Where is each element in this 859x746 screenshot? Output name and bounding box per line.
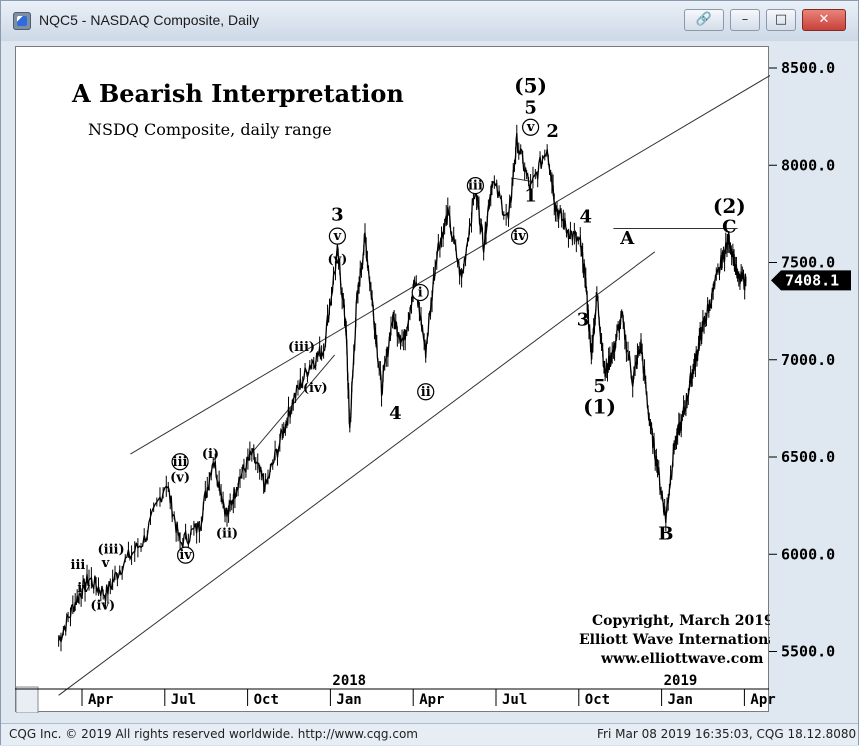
copyright-line-2: Elliott Wave International <box>579 632 770 648</box>
upper-channel-line <box>130 45 821 455</box>
y-tick-label: 5500.0 <box>781 643 835 661</box>
wave-label: (i) <box>202 447 219 462</box>
wave-label: iii <box>173 455 188 470</box>
wave-label: 5 <box>524 98 537 119</box>
current-price-label: 7408.1 <box>785 271 839 289</box>
wave-label: (iv) <box>90 599 115 614</box>
wave-channel-top <box>511 177 534 183</box>
wave-label: (v) <box>170 470 190 485</box>
window-title: NQC5 - NASDAQ Composite, Daily <box>39 12 260 28</box>
y-tick-label: 7500.0 <box>781 254 835 272</box>
wave-label: 1 <box>524 185 537 206</box>
maximize-button[interactable]: □ <box>766 9 796 31</box>
wave-label: (1) <box>583 394 616 418</box>
scroll-corner-left[interactable] <box>15 686 39 714</box>
link-icon: 🔗 <box>695 12 713 27</box>
status-copyright: CQG Inc. © 2019 All rights reserved worl… <box>9 727 418 741</box>
wave-label: (iii) <box>288 340 315 355</box>
wave-label-circle <box>328 227 346 245</box>
wave-label: (v) <box>327 253 347 268</box>
wave-label: iii <box>468 179 483 194</box>
y-tick-label: 8000.0 <box>781 156 835 174</box>
price-series-line <box>57 133 747 643</box>
wave-label: iv <box>513 229 526 244</box>
wave-label: iv <box>179 548 192 563</box>
wave-label: 3 <box>331 205 344 226</box>
lower-channel-line <box>58 251 656 696</box>
wave-label-circle <box>521 118 540 136</box>
wave-label-circle <box>466 176 484 195</box>
wave-label: i <box>418 286 423 301</box>
copyright-line-1: Copyright, March 2019 <box>592 613 770 629</box>
wave-label: 2 <box>546 121 559 142</box>
app-icon <box>13 12 31 30</box>
wave-label: (iii) <box>98 542 125 557</box>
wave-label: 4 <box>580 207 593 228</box>
chart-subtitle: NSDQ Composite, daily range <box>88 120 332 139</box>
wave-label-circle <box>417 383 435 401</box>
wave-label: (iv) <box>303 381 328 396</box>
wave-label: B <box>658 524 673 545</box>
current-price-marker <box>771 270 851 291</box>
y-tick-label: 7000.0 <box>781 351 835 369</box>
wave-label-circle <box>510 227 529 245</box>
wave-label: A <box>619 228 635 249</box>
wave-label: (5) <box>514 73 547 97</box>
wave-label: (2) <box>713 194 746 218</box>
maximize-icon: □ <box>774 12 788 27</box>
copyright-line-3: www.elliottwave.com <box>600 651 764 667</box>
y-tick-label: 6500.0 <box>781 448 835 466</box>
y-tick-label: 8500.0 <box>781 59 835 77</box>
link-button[interactable]: 🔗 <box>684 9 724 31</box>
close-button[interactable]: ✕ <box>802 9 846 31</box>
chart-title: A Bearish Interpretation <box>71 79 404 108</box>
wave-label: 5 <box>593 376 606 397</box>
wave-label: v <box>333 229 342 244</box>
wave-label-circle <box>177 546 195 564</box>
price-chart[interactable]: (5)5v 21iiiiv3v(v)iii4(iii)(iv)iii(v)(i)i… <box>15 45 821 714</box>
status-timestamp: Fri Mar 08 2019 16:35:03, CQG 18.12.8080 <box>597 727 857 741</box>
wave-label: iii <box>71 558 86 573</box>
wave-label: 3 <box>577 310 590 331</box>
wave-label: C <box>722 216 736 237</box>
minimize-button[interactable]: – <box>730 9 760 31</box>
chart-panel[interactable]: (5) 5 v 2 1 iii iv 3 v (v) i ii 4 (iii) (iv) iii (v) (i) i… <box>15 45 821 714</box>
close-icon: ✕ <box>818 12 830 27</box>
wave-label: iv <box>77 581 90 596</box>
minimize-icon: – <box>741 12 749 27</box>
wave-label: v <box>526 120 535 135</box>
wave-label: 4 <box>389 403 402 424</box>
wave-label-circle <box>171 453 189 471</box>
title-bar[interactable]: NQC5 - NASDAQ Composite, Daily 🔗 – □ ✕ <box>1 1 858 41</box>
y-tick-label: 6000.0 <box>781 545 835 563</box>
status-bar: CQG Inc. © 2019 All rights reserved worl… <box>1 723 858 745</box>
wave-label: ii <box>421 385 431 400</box>
wave-label: v <box>101 556 110 571</box>
wave-label: (ii) <box>216 527 238 542</box>
wave-label-circle <box>411 283 429 302</box>
